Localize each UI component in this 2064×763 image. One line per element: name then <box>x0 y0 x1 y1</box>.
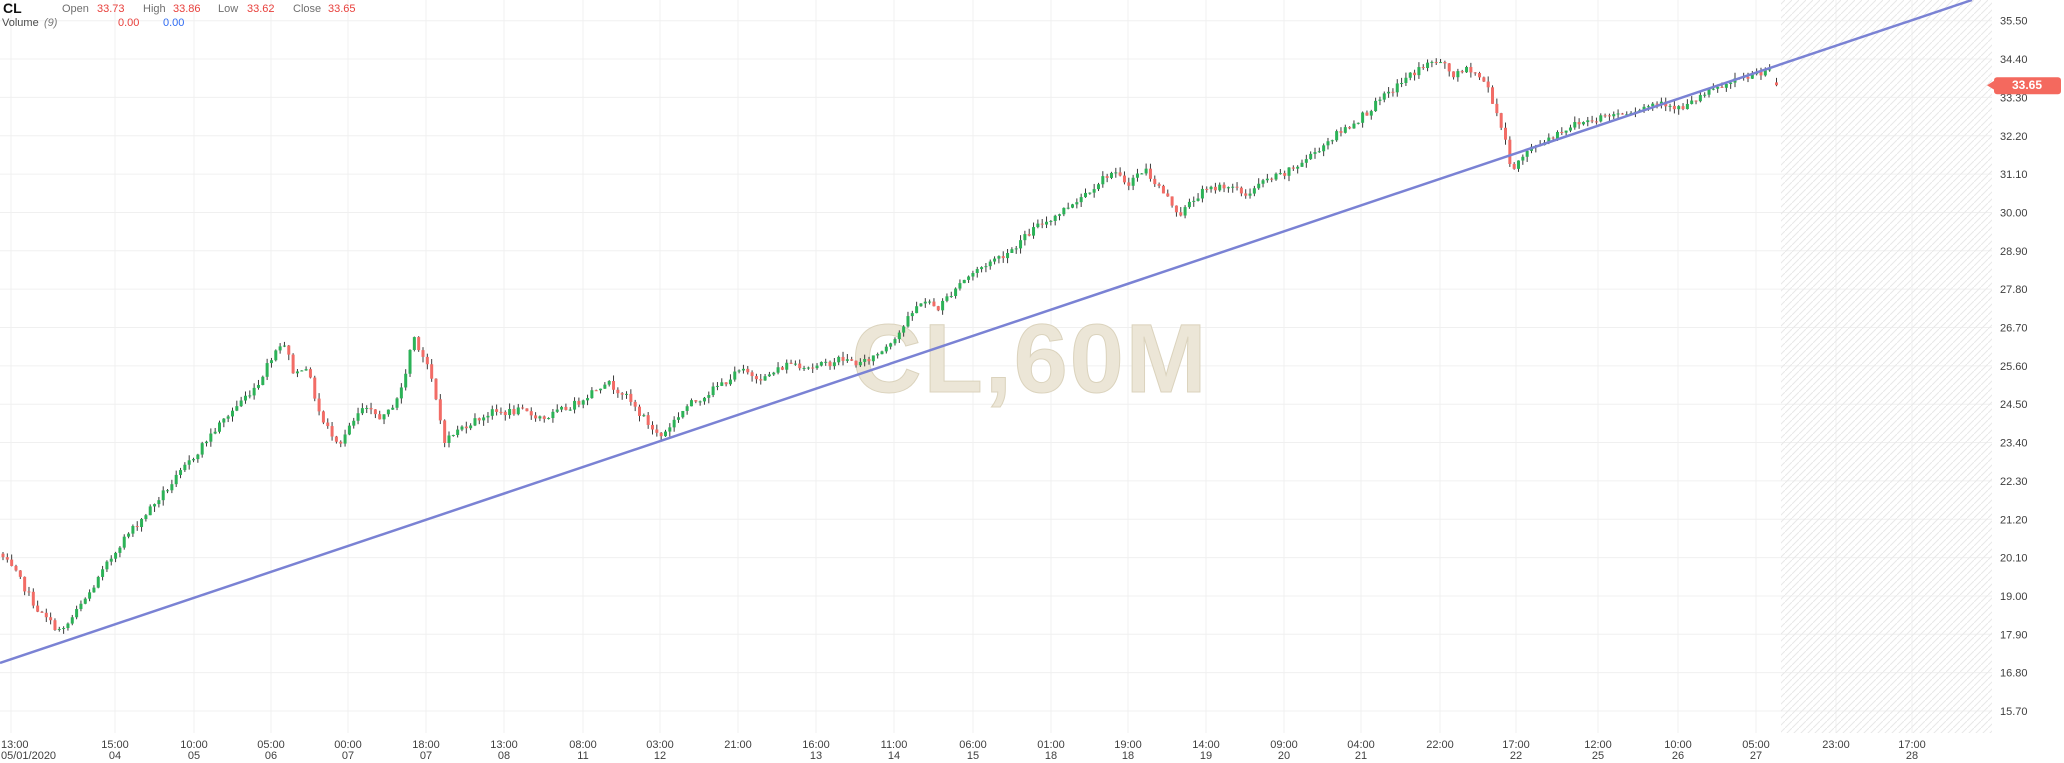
svg-text:35.50: 35.50 <box>2000 16 2028 28</box>
svg-text:03:00: 03:00 <box>646 739 674 751</box>
svg-text:13: 13 <box>810 750 822 762</box>
close-value: 33.65 <box>328 3 356 15</box>
svg-text:32.20: 32.20 <box>2000 131 2028 143</box>
trendline[interactable] <box>0 0 1973 665</box>
svg-text:07: 07 <box>342 750 354 762</box>
chart-legend: CL Open 33.73 High 33.86 Low 33.62 Close… <box>0 0 600 34</box>
svg-text:07: 07 <box>420 750 432 762</box>
svg-text:08: 08 <box>498 750 510 762</box>
svg-text:34.40: 34.40 <box>2000 54 2028 66</box>
svg-text:11:00: 11:00 <box>881 739 908 751</box>
svg-text:25.60: 25.60 <box>2000 361 2028 373</box>
high-value: 33.86 <box>173 3 201 15</box>
svg-text:15:00: 15:00 <box>101 739 129 751</box>
svg-text:28: 28 <box>1906 750 1918 762</box>
low-label: Low <box>218 3 239 15</box>
svg-text:23:00: 23:00 <box>1822 739 1850 751</box>
svg-text:18: 18 <box>1045 750 1057 762</box>
svg-text:16.80: 16.80 <box>2000 668 2028 680</box>
symbol-watermark: CL,60M <box>852 304 1209 413</box>
svg-text:05:00: 05:00 <box>1742 739 1770 751</box>
svg-text:05: 05 <box>188 750 200 762</box>
svg-text:19:00: 19:00 <box>1114 739 1142 751</box>
svg-text:12:00: 12:00 <box>1584 739 1612 751</box>
svg-text:00:00: 00:00 <box>334 739 362 751</box>
svg-text:33.65: 33.65 <box>2012 78 2042 92</box>
open-label: Open <box>62 3 89 15</box>
svg-text:33.30: 33.30 <box>2000 92 2028 104</box>
svg-text:19.00: 19.00 <box>2000 591 2028 603</box>
svg-text:10:00: 10:00 <box>180 739 208 751</box>
svg-text:22: 22 <box>1510 750 1522 762</box>
svg-text:17.90: 17.90 <box>2000 629 2028 641</box>
svg-text:01:00: 01:00 <box>1037 739 1065 751</box>
svg-text:27: 27 <box>1750 750 1762 762</box>
svg-text:04: 04 <box>109 750 121 762</box>
svg-text:12: 12 <box>654 750 666 762</box>
svg-text:20: 20 <box>1278 750 1290 762</box>
svg-text:21.20: 21.20 <box>2000 514 2028 526</box>
svg-text:27.80: 27.80 <box>2000 284 2028 296</box>
open-value: 33.73 <box>97 3 125 15</box>
volume-value-2: 0.00 <box>163 17 185 29</box>
svg-text:14:00: 14:00 <box>1192 739 1220 751</box>
gridlines <box>0 0 1992 733</box>
svg-text:21: 21 <box>1355 750 1367 762</box>
svg-text:21:00: 21:00 <box>724 739 752 751</box>
svg-text:04:00: 04:00 <box>1347 739 1375 751</box>
svg-text:25: 25 <box>1592 750 1604 762</box>
svg-text:06: 06 <box>265 750 277 762</box>
time-axis[interactable]: 13:0005/01/202015:000410:000505:000600:0… <box>1 739 1926 762</box>
volume-indicator-label[interactable]: Volume <box>2 17 39 29</box>
svg-text:20.10: 20.10 <box>2000 553 2028 565</box>
svg-text:23.40: 23.40 <box>2000 438 2028 450</box>
price-axis[interactable]: 35.50 34.40 33.30 32.20 31.10 30.00 28.90 27.80… <box>2000 16 2028 718</box>
symbol-name[interactable]: CL <box>3 0 22 16</box>
svg-text:17:00: 17:00 <box>1502 739 1530 751</box>
svg-text:16:00: 16:00 <box>802 739 830 751</box>
svg-text:26.70: 26.70 <box>2000 323 2028 335</box>
svg-text:26: 26 <box>1672 750 1684 762</box>
svg-text:31.10: 31.10 <box>2000 169 2028 181</box>
svg-text:17:00: 17:00 <box>1898 739 1926 751</box>
svg-text:15: 15 <box>967 750 979 762</box>
svg-text:05/01/2020: 05/01/2020 <box>1 750 56 762</box>
svg-text:28.90: 28.90 <box>2000 246 2028 258</box>
last-price-tag: 33.65 <box>1987 77 2061 95</box>
low-value: 33.62 <box>247 3 275 15</box>
svg-text:13:00: 13:00 <box>1 739 29 751</box>
svg-text:19: 19 <box>1200 750 1212 762</box>
svg-text:24.50: 24.50 <box>2000 399 2028 411</box>
svg-text:05:00: 05:00 <box>257 739 285 751</box>
candles-layer <box>1 58 1778 634</box>
svg-text:11: 11 <box>577 750 588 762</box>
volume-value-1: 0.00 <box>118 17 140 29</box>
svg-text:14: 14 <box>888 750 900 762</box>
svg-text:08:00: 08:00 <box>569 739 597 751</box>
future-area <box>1781 0 1992 733</box>
svg-text:18: 18 <box>1122 750 1134 762</box>
svg-text:18:00: 18:00 <box>412 739 440 751</box>
svg-text:30.00: 30.00 <box>2000 207 2028 219</box>
svg-text:13:00: 13:00 <box>490 739 518 751</box>
svg-text:06:00: 06:00 <box>959 739 987 751</box>
svg-text:15.70: 15.70 <box>2000 706 2028 718</box>
volume-period: (9) <box>44 17 58 29</box>
svg-text:10:00: 10:00 <box>1664 739 1692 751</box>
high-label: High <box>143 3 166 15</box>
close-label: Close <box>293 3 322 15</box>
svg-text:22.30: 22.30 <box>2000 476 2028 488</box>
svg-text:22:00: 22:00 <box>1426 739 1454 751</box>
svg-text:09:00: 09:00 <box>1270 739 1298 751</box>
